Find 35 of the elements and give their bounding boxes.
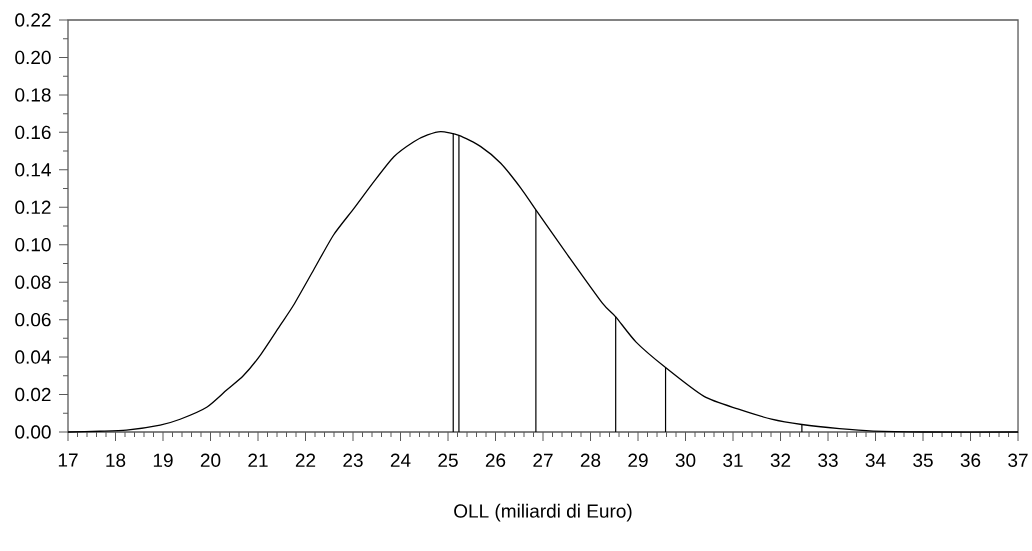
y-tick-label: 0.00 [15, 425, 51, 439]
x-tick-label: 31 [723, 453, 743, 467]
x-tick-label: 35 [913, 453, 933, 467]
x-tick-label: 26 [485, 453, 506, 467]
y-tick-label: 0.20 [15, 50, 51, 65]
x-tick-label: 37 [1008, 453, 1028, 467]
y-tick-label: 0.02 [15, 387, 51, 402]
x-tick-label: 32 [770, 453, 791, 467]
y-tick-label: 0.14 [15, 163, 51, 177]
x-tick-label: 27 [533, 453, 553, 467]
x-tick-label: 21 [248, 453, 268, 467]
y-tick-label: 0.22 [15, 13, 51, 27]
x-tick-label: 29 [628, 453, 648, 467]
x-tick-label: 18 [106, 453, 126, 467]
x-tick-label: 20 [200, 453, 221, 467]
x-tick-label: 22 [295, 453, 316, 467]
y-tick-label: 0.06 [15, 312, 51, 327]
y-tick-label: 0.04 [15, 350, 51, 364]
x-axis-title: OLL (miliardi di Euro) [454, 503, 632, 522]
x-tick-label: 19 [153, 453, 173, 467]
x-tick-label: 33 [818, 453, 838, 467]
y-tick-label: 0.12 [15, 200, 51, 214]
x-tick-label: 34 [865, 453, 886, 467]
y-tick-label: 0.16 [15, 125, 51, 140]
x-tick-label: 25 [438, 453, 458, 467]
y-tick-label: 0.10 [15, 238, 51, 252]
x-tick-label: 30 [675, 453, 696, 467]
x-tick-label: 17 [58, 453, 78, 467]
x-tick-label: 28 [580, 453, 601, 467]
x-tick-label: 24 [390, 453, 411, 467]
line-series [67, 130, 1019, 433]
y-tick-label: 0.18 [15, 88, 51, 102]
y-tick-label: 0.08 [15, 275, 51, 289]
x-tick-label: 23 [343, 453, 363, 467]
x-tick-label: 36 [960, 453, 981, 467]
